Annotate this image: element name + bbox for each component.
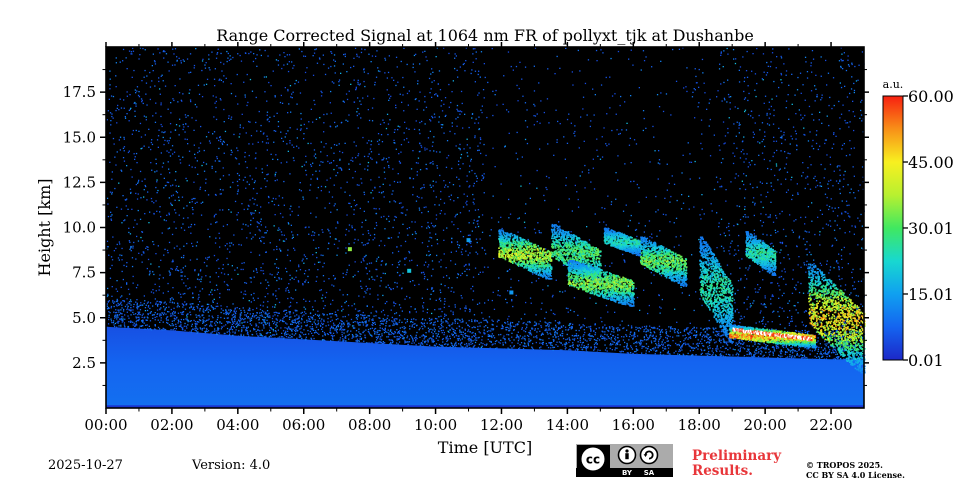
x-tick-label-9: 18:00 <box>678 416 721 434</box>
x-axis-label: Time [UTC] <box>438 438 532 457</box>
x-tick-label-3: 06:00 <box>282 416 325 434</box>
feature-3 <box>603 227 642 257</box>
x-tick-label-10: 20:00 <box>744 416 787 434</box>
feature-2 <box>567 260 635 307</box>
preliminary-results-note: Preliminary Results. <box>692 449 781 479</box>
colorbar-unit: a.u. <box>883 78 904 91</box>
footer-date: 2025-10-27 <box>48 458 123 473</box>
surface-layer <box>106 405 864 408</box>
feature-0 <box>498 229 553 280</box>
colorbar-tick-label-1: 15.01 <box>908 285 954 304</box>
boundary-layer <box>106 326 864 408</box>
copyright-line-1: © TROPOS 2025. <box>806 460 883 470</box>
x-tick-label-5: 10:00 <box>414 416 457 434</box>
y-tick-label-3: 10.0 <box>63 219 96 237</box>
colorbar: a.u. 0.01 15.01 30.01 45.00 60.00 <box>882 78 954 370</box>
feature-4 <box>639 236 688 287</box>
isolated-spot-2 <box>466 238 471 243</box>
isolated-spot-0 <box>347 247 352 252</box>
x-tick-label-7: 14:00 <box>546 416 589 434</box>
feature-8 <box>808 263 866 374</box>
x-tick-label-1: 02:00 <box>150 416 193 434</box>
y-tick-label-0: 2.5 <box>72 354 96 372</box>
y-tick-label-1: 5.0 <box>72 309 96 327</box>
feature-5 <box>699 236 734 343</box>
cloud-base <box>732 327 813 342</box>
colorbar-gradient <box>882 95 904 361</box>
x-tick-label-11: 22:00 <box>809 416 852 434</box>
copyright-line-2: CC BY SA 4.0 License. <box>806 470 905 480</box>
signal-noise <box>106 47 866 361</box>
x-tick-label-4: 08:00 <box>348 416 391 434</box>
isolated-spot-1 <box>407 268 412 273</box>
cc-icon <box>579 445 607 473</box>
x-tick-label-6: 12:00 <box>480 416 523 434</box>
y-tick-label-4: 12.5 <box>63 173 96 191</box>
plot-area <box>106 47 866 408</box>
cc-license-badge: cc BY SA <box>576 444 673 477</box>
x-tick-label-8: 16:00 <box>612 416 655 434</box>
feature-7 <box>745 231 777 276</box>
copyright-note: © TROPOS 2025. CC BY SA 4.0 License. <box>806 460 905 480</box>
preliminary-line-1: Preliminary <box>692 448 782 464</box>
footer-version: Version: 4.0 <box>192 458 271 473</box>
features-layer <box>347 223 866 374</box>
preliminary-line-2: Results. <box>692 463 753 479</box>
y-tick-label-5: 15.0 <box>63 128 96 146</box>
y-axis-label: Height [km] <box>35 179 54 277</box>
colorbar-tick-label-3: 45.00 <box>908 153 954 172</box>
colorbar-tick-label-4: 60.00 <box>908 87 954 106</box>
share-alike-icon <box>639 445 659 465</box>
y-tick-label-6: 17.5 <box>63 83 96 101</box>
isolated-spot-3 <box>509 290 514 295</box>
y-tick-label-2: 7.5 <box>72 264 96 282</box>
chart-title: Range Corrected Signal at 1064 nm FR of … <box>216 26 754 45</box>
colorbar-tick-label-2: 30.01 <box>908 219 954 238</box>
colorbar-tick-label-0: 0.01 <box>908 351 944 370</box>
x-tick-label-2: 04:00 <box>216 416 259 434</box>
x-tick-label-0: 00:00 <box>84 416 127 434</box>
